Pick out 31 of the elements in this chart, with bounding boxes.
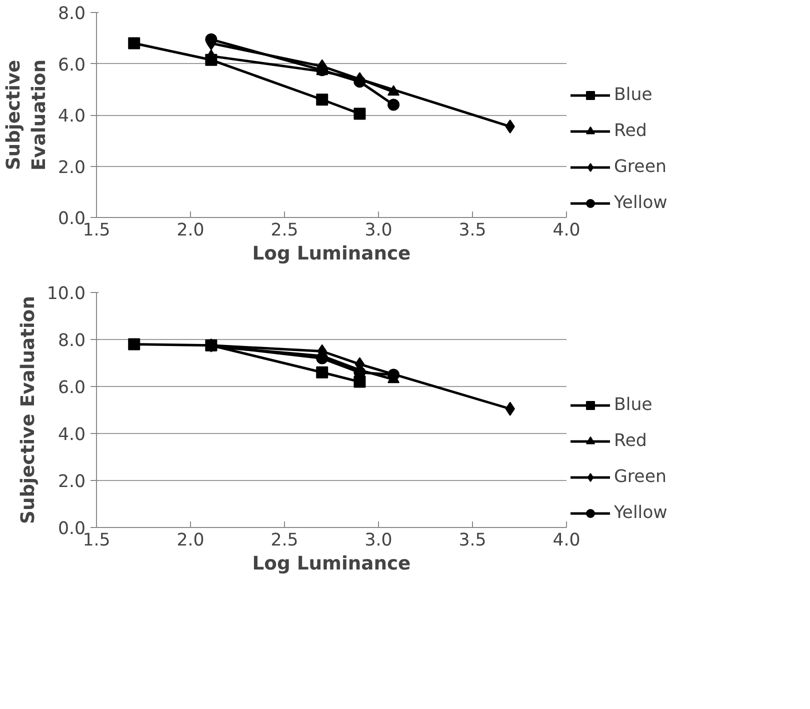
y-tick-label: 2.0 (58, 472, 86, 492)
x-axis-title: Log Luminance (252, 554, 411, 574)
x-tick-label: 3.5 (458, 220, 486, 240)
legend-label: Red (614, 121, 647, 141)
x-tick-label: 2.0 (176, 220, 204, 240)
x-tick-label: 4.0 (552, 530, 580, 550)
legend-label: Blue (614, 85, 652, 105)
x-tick-label: 2.5 (270, 220, 298, 240)
y-axis-title: Subjective Evaluation (18, 296, 39, 524)
x-tick-label: 4.0 (552, 220, 580, 240)
x-tick-label: 3.0 (364, 530, 392, 550)
y-tick-label: 6.0 (58, 55, 86, 76)
y-axis-title: Subjective Evaluation (4, 59, 50, 171)
legend-label: Yellow (614, 193, 668, 213)
y-tick-label: 4.0 (58, 425, 86, 445)
x-tick-label: 2.5 (270, 530, 298, 550)
x-tick-label: 2.0 (176, 530, 204, 550)
y-tick-label: 8.0 (58, 331, 86, 351)
x-tick-label: 3.5 (458, 530, 486, 550)
y-tick-label: 4.0 (58, 106, 86, 126)
y-tick-label: 2.0 (58, 158, 86, 178)
legend-label: Green (614, 467, 666, 487)
legend-label: Red (614, 431, 647, 451)
legend-label: Blue (614, 395, 652, 415)
y-tick-label: 10.0 (46, 284, 86, 304)
x-tick-label: 3.0 (364, 220, 392, 240)
y-tick-label: 6.0 (58, 378, 86, 398)
x-axis-title: Log Luminance (252, 244, 411, 264)
legend-label: Yellow (614, 503, 668, 523)
legend-label: Green (614, 157, 666, 177)
y-tick-label: 8.0 (58, 4, 86, 24)
